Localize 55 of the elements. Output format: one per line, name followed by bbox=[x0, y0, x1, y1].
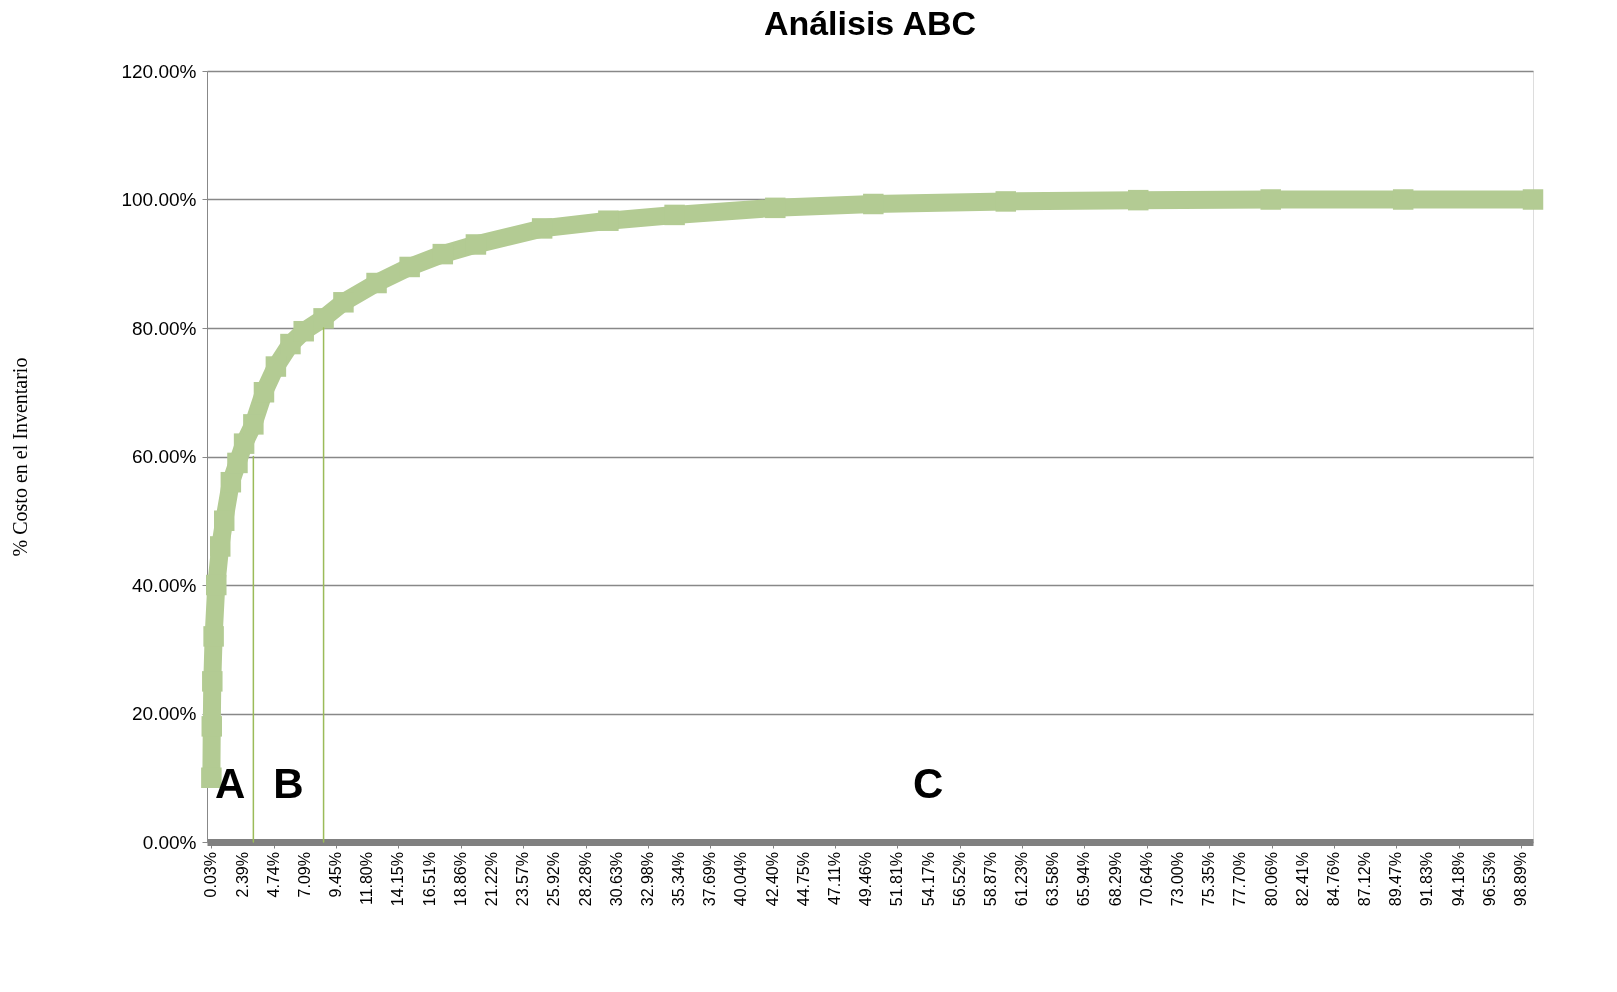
x-tick-label: 70.64% bbox=[1137, 852, 1155, 907]
x-tick-label: 89.47% bbox=[1387, 852, 1405, 907]
y-tick-label: 40.00% bbox=[132, 574, 197, 596]
x-tick-label: 2.39% bbox=[233, 852, 251, 898]
y-axis-title: % Costo en el Inventario bbox=[9, 357, 32, 557]
annotation: C bbox=[913, 760, 944, 807]
y-tick-label: 60.00% bbox=[132, 446, 197, 467]
x-tick-label: 25.92% bbox=[545, 852, 563, 907]
x-tick-label: 73.00% bbox=[1168, 852, 1186, 907]
x-tick-label: 56.52% bbox=[950, 852, 968, 907]
x-tick-label: 40.04% bbox=[732, 852, 750, 907]
x-tick-label: 23.57% bbox=[514, 852, 532, 907]
x-tick-label: 96.53% bbox=[1480, 852, 1498, 907]
x-tick-label: 51.81% bbox=[888, 852, 906, 907]
annotation: A bbox=[215, 760, 246, 807]
x-tick-label: 16.51% bbox=[420, 852, 438, 907]
x-tick-label: 0.03% bbox=[202, 852, 220, 898]
y-tick-label: 120.00% bbox=[121, 60, 197, 82]
x-tick-label: 42.40% bbox=[763, 852, 781, 907]
x-tick-label: 54.17% bbox=[919, 852, 937, 907]
x-tick-label: 87.12% bbox=[1356, 852, 1374, 907]
y-tick-label: 100.00% bbox=[121, 189, 197, 210]
y-tick-label: 0.00% bbox=[142, 831, 197, 853]
x-tick-label: 75.35% bbox=[1200, 852, 1218, 907]
annotation: B bbox=[273, 760, 304, 807]
x-tick-label: 21.22% bbox=[483, 852, 501, 907]
x-tick-label: 18.86% bbox=[451, 852, 469, 907]
chart-title: Análisis ABC bbox=[763, 4, 977, 42]
x-tick-label: 77.70% bbox=[1231, 852, 1249, 907]
y-tick-label: 80.00% bbox=[132, 317, 197, 339]
x-tick-label: 82.41% bbox=[1293, 852, 1311, 907]
x-tick-label: 44.75% bbox=[794, 852, 812, 907]
x-tick-label: 84.76% bbox=[1324, 852, 1342, 907]
x-tick-label: 91.83% bbox=[1418, 852, 1436, 907]
x-tick-label: 32.98% bbox=[638, 852, 656, 907]
x-tick-label: 98.89% bbox=[1511, 852, 1529, 907]
x-tick-label: 61.23% bbox=[1013, 852, 1031, 907]
x-tick-label: 30.63% bbox=[607, 852, 625, 907]
x-tick-label: 37.69% bbox=[701, 852, 719, 907]
x-tick-label: 47.11% bbox=[826, 852, 844, 906]
x-tick-label: 94.18% bbox=[1449, 852, 1467, 907]
x-tick-label: 58.87% bbox=[981, 852, 999, 907]
y-tick-label: 20.00% bbox=[132, 703, 197, 724]
x-tick-label: 7.09% bbox=[295, 852, 313, 898]
x-tick-label: 68.29% bbox=[1106, 852, 1124, 907]
x-tick-label: 80.06% bbox=[1262, 852, 1280, 907]
x-tick-label: 11.80% bbox=[358, 852, 376, 906]
x-tick-label: 35.34% bbox=[670, 852, 688, 907]
x-tick-label: 9.45% bbox=[327, 852, 345, 898]
x-tick-label: 63.58% bbox=[1044, 852, 1062, 907]
x-tick-label: 49.46% bbox=[857, 852, 875, 907]
x-tick-label: 14.15% bbox=[389, 852, 407, 907]
x-tick-label: 4.74% bbox=[264, 852, 282, 898]
x-tick-label: 65.94% bbox=[1075, 852, 1093, 907]
x-tick-label: 28.28% bbox=[576, 852, 594, 907]
